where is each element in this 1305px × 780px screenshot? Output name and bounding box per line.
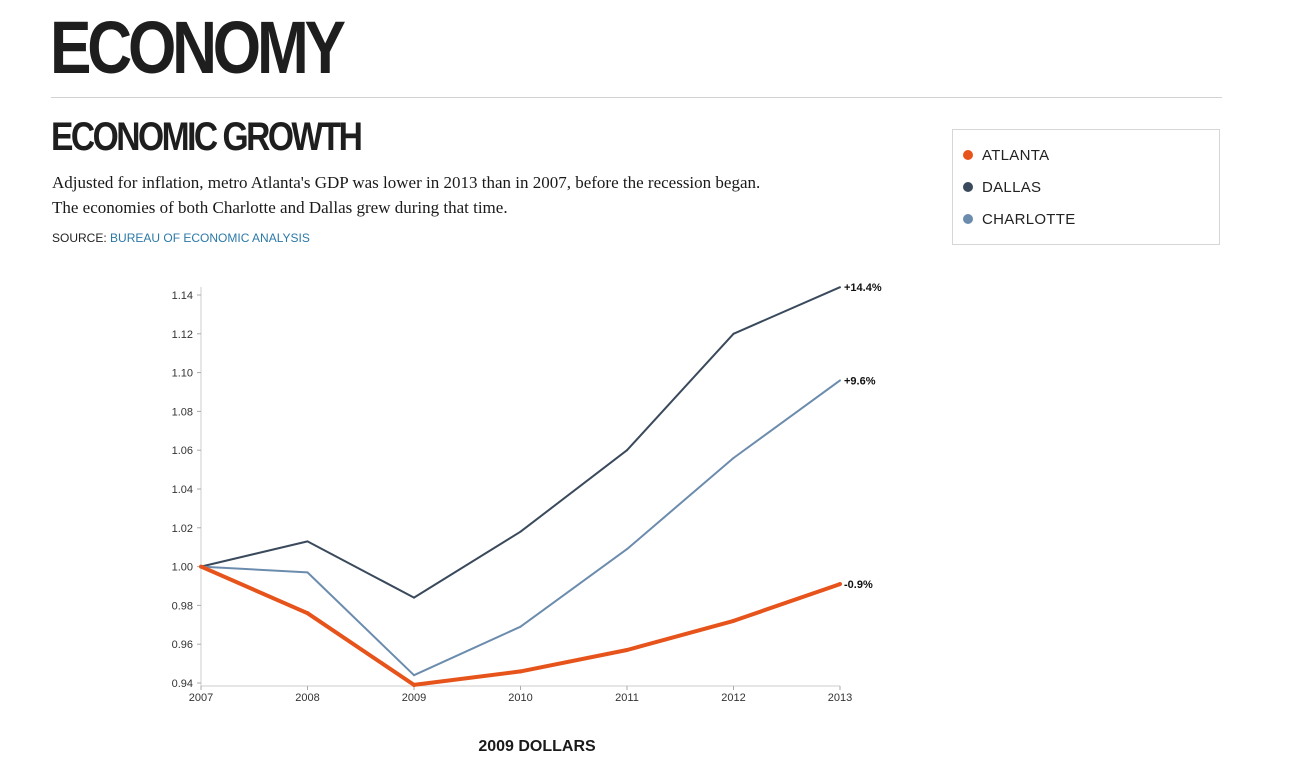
y-tick-label: 0.94 bbox=[172, 678, 193, 690]
y-tick-label: 0.98 bbox=[172, 600, 193, 612]
y-tick-label: 1.02 bbox=[172, 523, 193, 535]
legend-label: CHARLOTTE bbox=[982, 210, 1076, 228]
data-point-charlotte bbox=[306, 571, 309, 574]
chart-legend: ATLANTA DALLAS CHARLOTTE bbox=[952, 129, 1220, 245]
y-tick-label: 1.00 bbox=[172, 562, 193, 574]
x-tick-label: 2007 bbox=[189, 692, 213, 704]
chart-description: Adjusted for inflation, metro Atlanta's … bbox=[52, 170, 832, 220]
x-tick-label: 2012 bbox=[721, 692, 745, 704]
x-tick-label: 2011 bbox=[615, 692, 639, 704]
end-label-charlotte: +9.6% bbox=[844, 375, 876, 387]
y-tick-label: 1.06 bbox=[172, 445, 193, 457]
data-point-dallas bbox=[732, 332, 735, 335]
x-axis-title: 2009 DOLLARS bbox=[478, 738, 596, 755]
y-tick-label: 1.04 bbox=[172, 484, 193, 496]
legend-dot-icon bbox=[963, 214, 973, 224]
section-title: ECONOMIC GROWTH bbox=[51, 115, 363, 159]
legend-item-atlanta[interactable]: ATLANTA bbox=[963, 145, 1049, 165]
data-point-charlotte bbox=[626, 548, 628, 551]
x-tick-label: 2010 bbox=[508, 692, 532, 704]
y-tick-label: 1.14 bbox=[172, 290, 193, 302]
y-tick-label: 0.96 bbox=[172, 639, 193, 651]
data-point-charlotte bbox=[732, 456, 735, 459]
source-credit: SOURCE: BUREAU OF ECONOMIC ANALYSIS bbox=[52, 231, 310, 245]
y-tick-label: 1.10 bbox=[172, 368, 193, 380]
legend-dot-icon bbox=[963, 182, 973, 192]
legend-item-dallas[interactable]: DALLAS bbox=[963, 177, 1041, 197]
data-point-atlanta bbox=[838, 582, 842, 587]
legend-label: DALLAS bbox=[982, 178, 1042, 196]
legend-dot-icon bbox=[963, 150, 973, 160]
data-point-charlotte bbox=[519, 625, 522, 628]
data-point-atlanta bbox=[305, 611, 310, 616]
data-point-atlanta bbox=[518, 669, 523, 674]
data-point-dallas bbox=[413, 596, 415, 599]
x-tick-label: 2013 bbox=[828, 692, 852, 704]
x-tick-label: 2008 bbox=[295, 692, 319, 704]
data-point-atlanta bbox=[625, 648, 629, 653]
data-point-atlanta bbox=[199, 564, 203, 569]
data-point-dallas bbox=[839, 286, 841, 289]
data-point-dallas bbox=[626, 449, 628, 452]
description-line-1: Adjusted for inflation, metro Atlanta's … bbox=[52, 173, 761, 192]
source-link[interactable]: BUREAU OF ECONOMIC ANALYSIS bbox=[110, 231, 310, 245]
series-line-charlotte bbox=[200, 379, 841, 677]
series-line-dallas bbox=[200, 286, 841, 599]
description-line-2: The economies of both Charlotte and Dall… bbox=[52, 198, 508, 217]
end-label-atlanta: -0.9% bbox=[844, 579, 873, 591]
legend-item-charlotte[interactable]: CHARLOTTE bbox=[963, 209, 1076, 229]
data-point-charlotte bbox=[839, 379, 841, 382]
data-point-dallas bbox=[306, 540, 309, 543]
data-point-atlanta bbox=[412, 682, 416, 687]
header-divider bbox=[51, 97, 1222, 98]
data-point-atlanta bbox=[731, 618, 736, 623]
data-point-charlotte bbox=[413, 674, 415, 677]
data-point-dallas bbox=[519, 530, 522, 533]
legend-label: ATLANTA bbox=[982, 146, 1050, 164]
y-tick-label: 1.12 bbox=[172, 329, 193, 341]
source-prefix: SOURCE: bbox=[52, 231, 107, 245]
page-title: ECONOMY bbox=[50, 6, 346, 89]
x-tick-label: 2009 bbox=[402, 692, 426, 704]
end-label-dallas: +14.4% bbox=[844, 282, 882, 294]
y-tick-label: 1.08 bbox=[172, 406, 193, 418]
